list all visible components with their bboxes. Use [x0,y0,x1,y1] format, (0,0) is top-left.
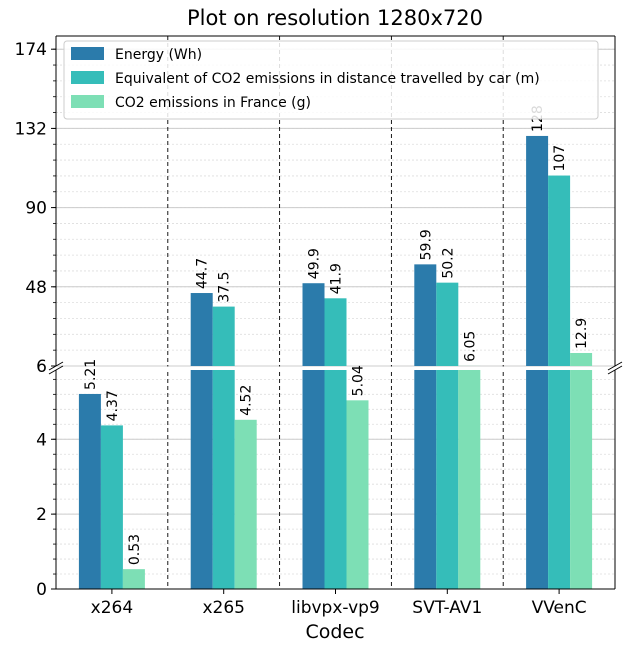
chart-title: Plot on resolution 1280x720 [187,6,483,30]
bar [324,298,347,366]
y-tick-label: 132 [15,119,47,139]
data-label: 5.21 [83,359,99,390]
legend-label: Equivalent of CO2 emissions in distance … [115,71,540,87]
y-tick-label: 174 [15,40,47,60]
bar [190,370,213,589]
data-label: 50.2 [440,247,456,278]
bar [458,370,481,589]
legend-label: Energy (Wh) [115,47,202,63]
bar [234,419,257,589]
bar [324,370,347,589]
bars [78,135,593,589]
data-label: 41.9 [329,263,345,294]
legend-label: CO2 emissions in France (g) [115,95,311,111]
bar [212,370,235,589]
x-tick-label: x264 [91,598,134,618]
y-tick-label: 6 [36,357,47,377]
legend-swatch [71,71,104,84]
bar [346,400,369,589]
bar [78,393,101,589]
bar [302,370,325,589]
legend-swatch [71,47,104,60]
data-label: 37.5 [217,271,233,302]
data-label: 6.05 [462,331,478,362]
x-tick-label: libvpx-vp9 [291,598,380,618]
bar [570,352,593,366]
data-label: 44.7 [195,258,211,289]
legend-box [63,40,599,120]
data-label: 59.9 [418,229,434,260]
bar [212,306,235,366]
x-tick-label: SVT-AV1 [412,598,482,618]
bar [548,370,571,589]
data-label: 4.52 [239,385,255,416]
bar [302,283,325,366]
bar [548,175,571,366]
bar [100,425,123,589]
break-gap [54,366,617,370]
bar [190,293,213,366]
data-labels: 5.21 4.37 0.53 44.7 37.5 4.52 49.9 41.9 5.04 59.9… [83,105,590,565]
y-tick-label: 48 [25,278,47,298]
bar [436,282,459,366]
x-axis-label: Codec [305,621,364,643]
data-label: 49.9 [307,248,323,279]
data-label: 0.53 [127,534,143,565]
data-label: 4.37 [105,390,121,421]
y-ticks: 6 48 90 132 174 0 2 4 [15,40,56,600]
x-tick-label: x265 [202,598,245,618]
data-label: 5.04 [351,365,367,396]
bar [436,370,459,589]
bar [570,370,593,589]
bar [526,370,549,589]
y-tick-label: 90 [25,199,47,219]
bar [122,569,145,589]
x-tick-label: VVenC [532,598,587,618]
y-tick-label: 0 [36,580,47,600]
y-tick-label: 4 [36,430,47,450]
y-tick-label: 2 [36,505,47,525]
bar [414,264,437,366]
x-ticks: x264 x265 libvpx-vp9 SVT-AV1 VVenC [91,589,587,618]
data-label: 107 [552,145,568,172]
bar [526,135,549,366]
data-label: 12.9 [574,318,590,349]
bar [414,370,437,589]
legend: Energy (Wh) Equivalent of CO2 emissions i… [63,40,599,120]
legend-swatch [71,95,104,108]
